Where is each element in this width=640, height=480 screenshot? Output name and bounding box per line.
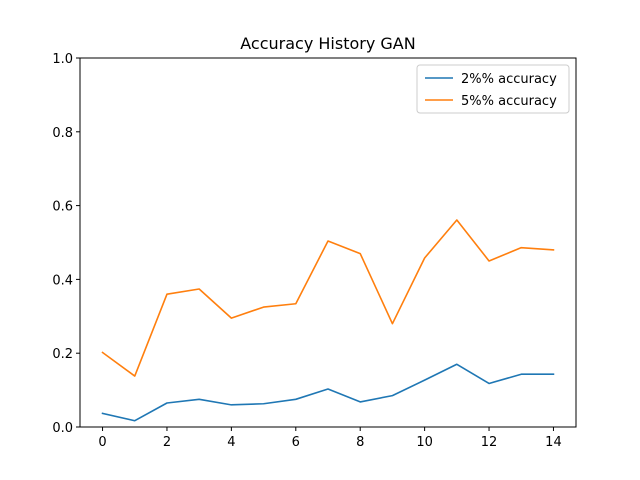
y-tick-label: 0.4 <box>52 273 73 288</box>
y-tick-label: 0.8 <box>52 126 73 141</box>
chart-title: Accuracy History GAN <box>240 34 415 53</box>
x-tick-label: 2 <box>163 435 171 450</box>
y-tick-label: 0.0 <box>52 421 73 436</box>
y-tick-label: 0.2 <box>52 347 73 362</box>
x-tick-label: 4 <box>227 435 235 450</box>
legend: 2%% accuracy 5%% accuracy <box>416 64 570 114</box>
x-tick-label: 8 <box>356 435 364 450</box>
series-line-five-percent <box>101 219 555 377</box>
legend-label: 2%% accuracy <box>461 72 557 87</box>
legend-label: 5%% accuracy <box>461 94 557 109</box>
x-tick-label: 12 <box>481 435 498 450</box>
legend-box <box>416 64 570 114</box>
series-lines <box>101 219 555 422</box>
y-tick-label: 0.6 <box>52 200 73 215</box>
series-line-two-percent <box>101 363 555 422</box>
y-axis: 0.0 0.2 0.4 0.6 0.8 1.0 <box>52 52 80 436</box>
plot-frame <box>79 57 577 428</box>
y-tick-label: 1.0 <box>52 52 73 67</box>
x-tick-label: 0 <box>98 435 106 450</box>
x-tick-label: 14 <box>545 435 562 450</box>
x-tick-label: 10 <box>416 435 433 450</box>
x-tick-label: 6 <box>292 435 300 450</box>
x-axis: 0 2 4 6 8 10 12 14 <box>98 427 562 450</box>
